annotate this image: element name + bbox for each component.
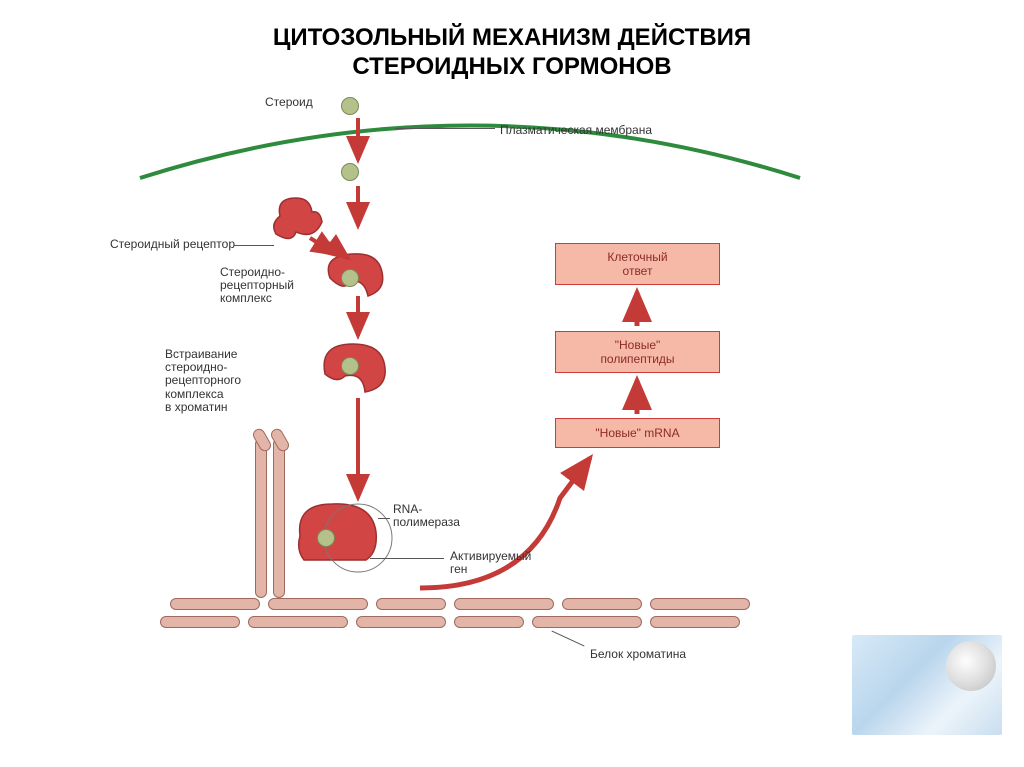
- box-mrna-text: "Новые" mRNA: [595, 426, 679, 440]
- box-poly-text: "Новые" полипептиды: [600, 338, 674, 366]
- chromatin-rod: [454, 598, 554, 610]
- label-receptor: Стероидный рецептор: [95, 238, 235, 251]
- label-activated-gene: Активируемый ген: [450, 550, 531, 576]
- chromatin-rod-vertical: [255, 438, 267, 598]
- steroid-circle: [341, 163, 359, 181]
- box-poly: "Новые" полипептиды: [555, 331, 720, 373]
- chromatin-rod: [532, 616, 642, 628]
- title-line1: ЦИТОЗОЛЬНЫЙ МЕХАНИЗМ ДЕЙСТВИЯ: [0, 24, 1024, 53]
- leader-gene: [370, 558, 444, 559]
- box-response-text: Клеточный ответ: [607, 250, 667, 278]
- chromatin-rod: [376, 598, 446, 610]
- leader-polymerase: [378, 518, 390, 519]
- chromatin-rod: [160, 616, 240, 628]
- membrane-path: [140, 126, 800, 179]
- steroid-circle: [317, 529, 335, 547]
- label-chromatin-protein: Белок хроматина: [590, 648, 686, 661]
- page-title: ЦИТОЗОЛЬНЫЙ МЕХАНИЗМ ДЕЙСТВИЯ СТЕРОИДНЫХ…: [0, 24, 1024, 82]
- steroid-circle: [341, 269, 359, 287]
- chromatin-rod: [248, 616, 348, 628]
- steroid-circle: [341, 97, 359, 115]
- label-membrane: Плазматическая мембрана: [500, 124, 652, 137]
- label-complex: Стероидно- рецепторный комплекс: [220, 266, 294, 306]
- label-integration: Встраивание стероидно- рецепторного комп…: [165, 348, 241, 414]
- chromatin-rod: [650, 616, 740, 628]
- label-steroid: Стероид: [265, 96, 313, 109]
- chromatin-rod: [454, 616, 524, 628]
- chromatin-rod: [170, 598, 260, 610]
- chromatin-rod-vertical: [273, 438, 285, 598]
- box-mrna: "Новые" mRNA: [555, 418, 720, 448]
- chromatin-rod: [356, 616, 446, 628]
- leader-membrane: [395, 128, 495, 129]
- decorative-photo: [852, 635, 1002, 735]
- chromatin-rod: [268, 598, 368, 610]
- label-polymerase: RNA- полимераза: [393, 503, 460, 529]
- steroid-circle: [341, 357, 359, 375]
- chromatin-rod: [650, 598, 750, 610]
- box-response: Клеточный ответ: [555, 243, 720, 285]
- title-line2: СТЕРОИДНЫХ ГОРМОНОВ: [0, 53, 1024, 82]
- leader-chromatin-protein: [551, 630, 584, 646]
- diagram-canvas: Стероид Плазматическая мембрана Стероидн…: [110, 98, 830, 698]
- leader-receptor: [234, 245, 274, 246]
- chromatin-rod: [562, 598, 642, 610]
